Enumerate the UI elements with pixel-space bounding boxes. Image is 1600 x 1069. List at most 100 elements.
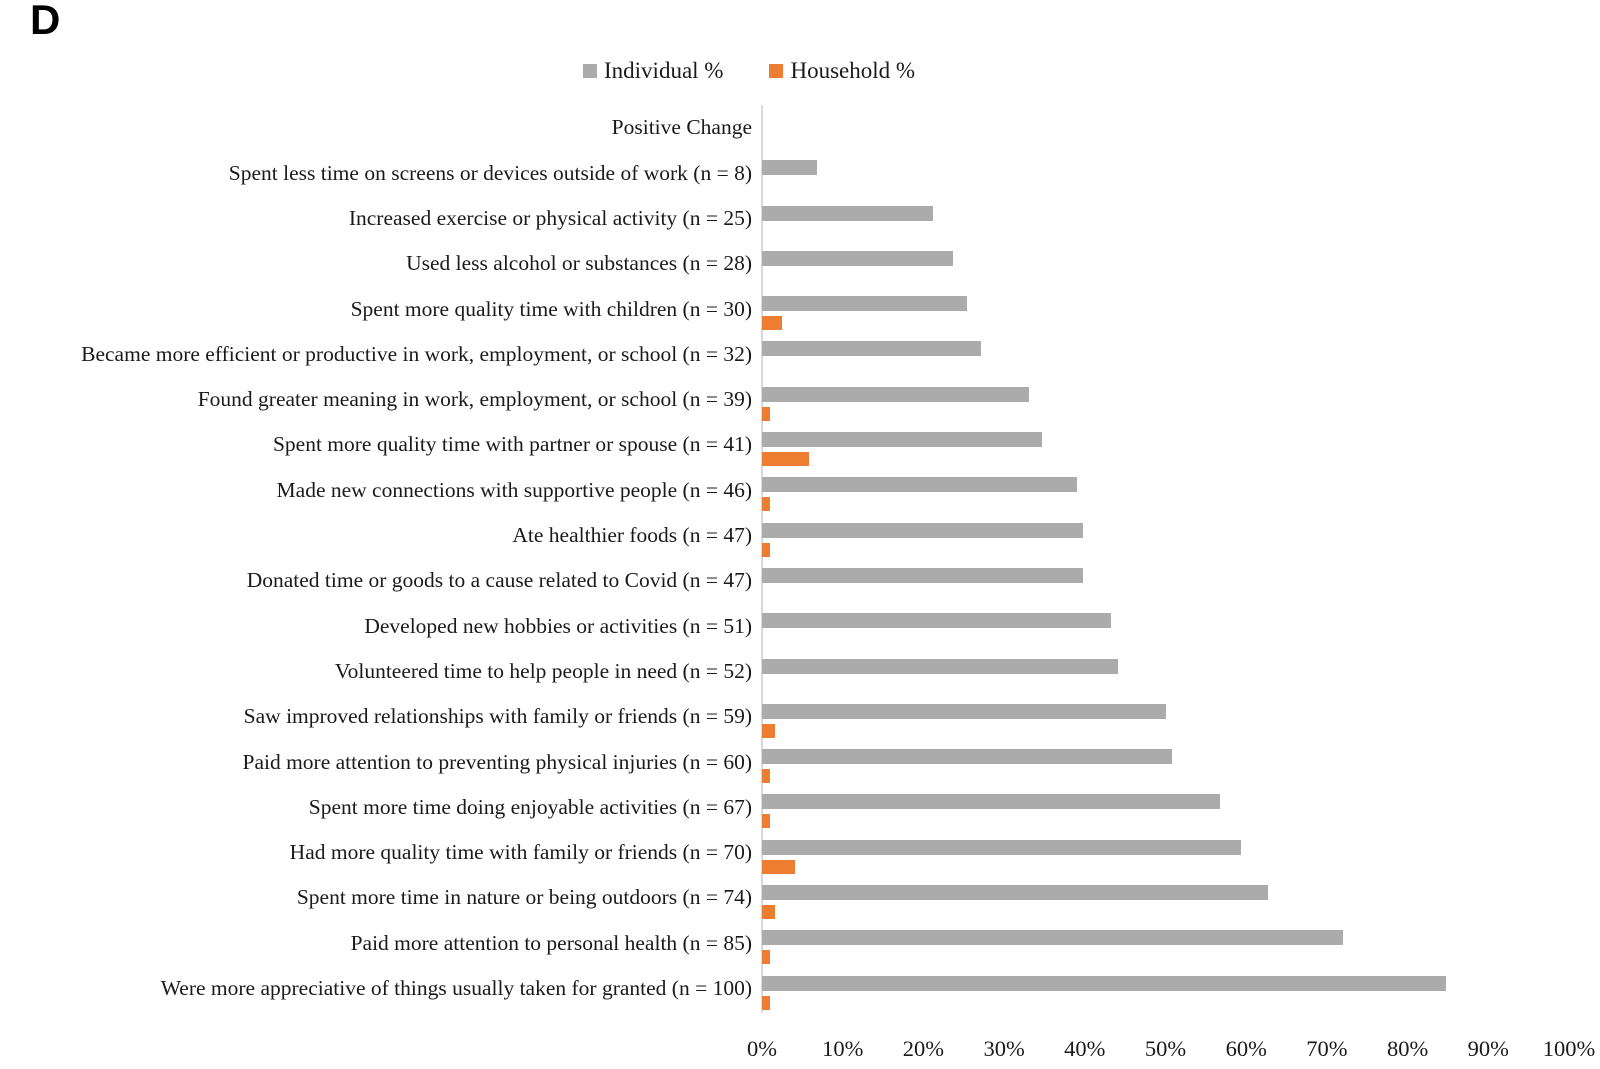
chart-row: Made new connections with supportive peo…: [0, 467, 1600, 512]
bar-group: [762, 784, 1592, 829]
x-axis-tick-label: 60%: [1225, 1036, 1267, 1061]
y-axis-line: [761, 105, 763, 1013]
group-header-bars-empty: [762, 105, 1592, 150]
bar-group: [762, 467, 1592, 512]
chart-row: Found greater meaning in work, employmen…: [0, 377, 1600, 422]
bar-group: [762, 286, 1592, 331]
x-axis-tick-label: 50%: [1144, 1036, 1187, 1061]
bar-group: [762, 875, 1592, 920]
bar-individual: [762, 749, 1172, 765]
bar-household: [762, 995, 770, 1010]
bar-individual: [762, 794, 1220, 810]
chart-row: Used less alcohol or substances (n = 28): [0, 241, 1600, 286]
category-label: Spent more time in nature or being outdo…: [296, 885, 752, 910]
chart-row: Spent more time in nature or being outdo…: [0, 875, 1600, 920]
bar-group: [762, 513, 1592, 558]
x-axis-tick-label: 80%: [1386, 1036, 1429, 1061]
bar-group: [762, 558, 1592, 603]
legend-item-household: Household %: [769, 58, 915, 84]
x-axis-tick-label: 70%: [1306, 1036, 1348, 1061]
category-label: Paid more attention to personal health (…: [350, 930, 752, 955]
chart-row: Increased exercise or physical activity …: [0, 196, 1600, 241]
bar-household: [762, 497, 770, 512]
legend-label-individual: Individual %: [604, 58, 724, 83]
category-label: Were more appreciative of things usually…: [160, 976, 752, 1000]
x-axis-tick-label: 90%: [1467, 1036, 1509, 1061]
group-header: Positive Change: [611, 115, 752, 140]
category-label: Found greater meaning in work, employmen…: [197, 387, 752, 412]
bar-individual: [762, 160, 817, 176]
category-label: Developed new hobbies or activities (n =…: [364, 613, 752, 638]
chart-rows: Positive Change Spent less time on scree…: [0, 105, 1600, 1011]
x-axis-tick-label: 40%: [1064, 1036, 1106, 1061]
chart-row: Became more efficient or productive in w…: [0, 331, 1600, 376]
bar-household: [762, 814, 770, 829]
bar-group: [762, 920, 1592, 965]
bar-individual: [762, 341, 981, 357]
category-label: Saw improved relationships with family o…: [243, 704, 752, 729]
x-axis-tick-label: 10%: [822, 1036, 864, 1061]
category-label: Used less alcohol or substances (n = 28): [406, 251, 752, 276]
bar-group: [762, 241, 1592, 286]
category-label: Made new connections with supportive peo…: [276, 477, 752, 502]
chart-row: Spent less time on screens or devices ou…: [0, 150, 1600, 195]
bar-individual: [762, 296, 967, 312]
bar-individual: [762, 386, 1029, 402]
chart-row: Paid more attention to preventing physic…: [0, 739, 1600, 784]
chart-row: Spent more quality time with children (n…: [0, 286, 1600, 331]
chart-row: Developed new hobbies or activities (n =…: [0, 603, 1600, 648]
bar-individual: [762, 432, 1042, 448]
bar-individual: [762, 885, 1268, 901]
bar-group: [762, 830, 1592, 875]
legend-label-household: Household %: [790, 58, 916, 83]
category-label: Spent more time doing enjoyable activiti…: [308, 794, 752, 819]
bar-group: [762, 649, 1592, 694]
bar-group: [762, 739, 1592, 784]
chart-row: Volunteered time to help people in need …: [0, 649, 1600, 694]
bar-group: [762, 966, 1592, 1011]
bar-household: [762, 542, 770, 557]
category-label: Spent less time on screens or devices ou…: [228, 160, 752, 185]
bar-household: [762, 950, 770, 965]
category-label: Ate healthier foods (n = 47): [512, 523, 752, 548]
bar-household: [762, 769, 770, 784]
category-label: Paid more attention to preventing physic…: [242, 749, 752, 774]
chart-row: Were more appreciative of things usually…: [0, 966, 1600, 1011]
category-label: Spent more quality time with children (n…: [350, 296, 752, 321]
bar-household: [762, 905, 775, 920]
chart-row: Spent more time doing enjoyable activiti…: [0, 784, 1600, 829]
chart-row: Ate healthier foods (n = 47): [0, 513, 1600, 558]
x-axis-tick-label: 30%: [983, 1036, 1025, 1061]
bar-household: [762, 452, 809, 467]
x-axis-tick-label: 0%: [747, 1036, 777, 1061]
bar-individual: [762, 703, 1166, 719]
bar-household: [762, 406, 770, 421]
category-label: Became more efficient or productive in w…: [81, 341, 752, 366]
x-axis-tick-label: 20%: [902, 1036, 945, 1061]
bar-group: [762, 603, 1592, 648]
category-label: Donated time or goods to a cause related…: [246, 568, 752, 593]
category-label: Spent more quality time with partner or …: [272, 432, 752, 457]
bar-individual: [762, 930, 1343, 946]
x-axis: 0% 10% 20% 30% 40% 50% 60% 70% 80% 90% 100%: [0, 1036, 1600, 1066]
bar-individual: [762, 477, 1077, 493]
group-header-row: Positive Change: [0, 105, 1600, 150]
legend: Individual % Household %: [583, 58, 915, 84]
bar-individual: [762, 658, 1118, 674]
bar-individual: [762, 205, 933, 221]
category-label: Increased exercise or physical activity …: [348, 205, 752, 230]
category-label: Had more quality time with family or fri…: [289, 840, 752, 865]
chart-row: Saw improved relationships with family o…: [0, 694, 1600, 739]
chart-row: Had more quality time with family or fri…: [0, 830, 1600, 875]
bar-group: [762, 150, 1592, 195]
legend-swatch-household-icon: [769, 64, 784, 78]
bar-group: [762, 694, 1592, 739]
x-axis-tick-label: 100%: [1542, 1036, 1596, 1061]
bar-individual: [762, 975, 1446, 991]
bar-individual: [762, 613, 1111, 629]
chart-row: Spent more quality time with partner or …: [0, 422, 1600, 467]
bar-individual: [762, 839, 1241, 855]
bar-group: [762, 196, 1592, 241]
chart-row: Paid more attention to personal health (…: [0, 920, 1600, 965]
